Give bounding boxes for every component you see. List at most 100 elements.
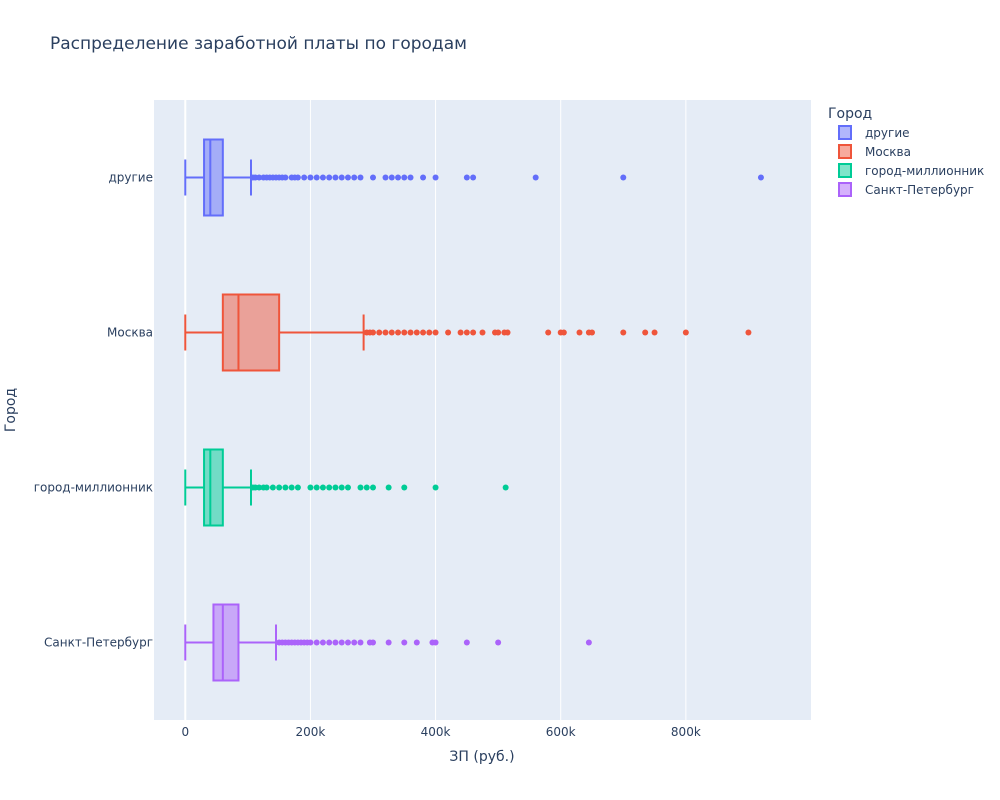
outlier-point <box>470 329 477 336</box>
outlier-point <box>370 484 376 491</box>
legend-label: город-миллионник <box>865 164 984 178</box>
outlier-point <box>357 639 364 646</box>
box-trace <box>184 293 752 372</box>
outlier-point <box>463 174 470 181</box>
grid-layer <box>184 100 687 720</box>
outlier-point <box>589 329 595 336</box>
outlier-point <box>370 329 376 336</box>
outlier-point <box>420 329 427 336</box>
outlier-point <box>263 484 270 491</box>
outlier-point <box>385 484 392 491</box>
x-axis-ticks: 0 200k 400k 600k 800k <box>181 725 700 739</box>
outlier-point <box>326 174 333 181</box>
chart-title: Распределение заработной платы по города… <box>50 34 467 54</box>
legend-item[interactable]: Санкт-Петербург <box>838 182 974 197</box>
outlier-point <box>757 174 764 181</box>
outlier-point <box>382 174 389 181</box>
x-tick-label: 0 <box>181 725 189 739</box>
outlier-point <box>651 329 658 336</box>
outlier-point <box>585 639 592 646</box>
x-tick-label: 600k <box>546 725 576 739</box>
outlier-point <box>432 639 439 646</box>
x-tick-label: 200k <box>295 725 325 739</box>
box-iqr <box>221 293 281 372</box>
legend-label: Москва <box>865 145 911 159</box>
outlier-point <box>313 174 320 181</box>
y-axis-title: Город <box>3 388 19 432</box>
box-trace <box>184 138 764 217</box>
outlier-point <box>682 329 689 336</box>
outlier-point <box>332 484 339 491</box>
outlier-point <box>344 484 351 491</box>
outlier-point <box>326 639 333 646</box>
outlier-point <box>495 329 502 336</box>
outlier-point <box>620 329 627 336</box>
outlier-point <box>351 174 358 181</box>
outlier-point <box>307 639 314 646</box>
outlier-point <box>545 329 552 336</box>
outlier-point <box>326 484 333 491</box>
outlier-point <box>269 484 276 491</box>
legend-swatch <box>838 125 852 140</box>
legend-items: другие Москва город-миллионник Санкт-Петерб… <box>838 125 984 197</box>
outlier-point <box>745 329 752 336</box>
outlier-point <box>560 329 567 336</box>
box-iqr <box>203 448 224 527</box>
outlier-point <box>445 329 452 336</box>
outlier-point <box>294 174 301 181</box>
outlier-point <box>401 639 408 646</box>
legend-item[interactable]: Москва <box>838 144 911 159</box>
y-tick-label: другие <box>108 171 153 185</box>
outlier-point <box>332 639 339 646</box>
x-tick-label: 800k <box>671 725 701 739</box>
y-tick-label: Москва <box>107 326 153 340</box>
outlier-point <box>376 329 383 336</box>
outlier-point <box>463 639 470 646</box>
outlier-point <box>319 484 326 491</box>
y-axis-ticks: другие Москва город-миллионник Санкт-Петерб… <box>34 171 153 650</box>
outlier-point <box>413 329 420 336</box>
outlier-point <box>294 484 301 491</box>
legend-swatch <box>838 182 852 197</box>
outlier-point <box>457 329 464 336</box>
outlier-point <box>276 484 283 491</box>
x-tick-label: 400k <box>421 725 451 739</box>
outlier-point <box>338 639 345 646</box>
legend-title: Город <box>828 106 872 122</box>
outlier-point <box>288 484 295 491</box>
outlier-point <box>351 639 358 646</box>
outlier-point <box>385 639 392 646</box>
outlier-point <box>338 484 345 491</box>
outlier-point <box>495 639 502 646</box>
plot-area <box>154 100 811 720</box>
outlier-point <box>407 174 414 181</box>
outlier-point <box>357 484 364 491</box>
legend-item[interactable]: город-миллионник <box>838 163 984 178</box>
outlier-point <box>344 174 351 181</box>
outlier-point <box>426 329 433 336</box>
outlier-point <box>401 484 408 491</box>
box-iqr <box>203 138 224 217</box>
outlier-point <box>370 174 376 181</box>
legend-item[interactable]: другие <box>838 125 910 140</box>
outlier-point <box>363 484 370 491</box>
outlier-point <box>620 174 627 181</box>
outlier-point <box>313 639 320 646</box>
outlier-point <box>370 639 376 646</box>
outlier-point <box>576 329 583 336</box>
legend: Город другие Москва город-миллионник Санкт-… <box>828 106 984 197</box>
outlier-point <box>432 484 439 491</box>
x-axis-title: ЗП (руб.) <box>449 749 514 765</box>
outlier-point <box>532 174 539 181</box>
outlier-point <box>479 329 486 336</box>
outlier-point <box>463 329 470 336</box>
outlier-point <box>401 174 408 181</box>
outlier-point <box>395 174 402 181</box>
outlier-point <box>470 174 477 181</box>
outlier-point <box>388 329 395 336</box>
outlier-point <box>282 484 289 491</box>
box-trace <box>184 448 509 527</box>
outlier-point <box>301 174 308 181</box>
outlier-point <box>338 174 345 181</box>
